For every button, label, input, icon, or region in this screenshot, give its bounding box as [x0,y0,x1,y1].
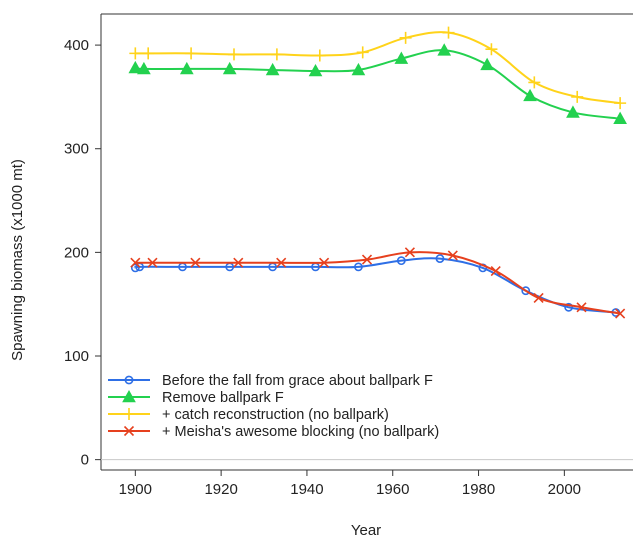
data-point [265,62,280,76]
series-line [133,257,616,314]
data-point [123,425,135,437]
data-point [576,302,587,313]
data-point [185,47,198,60]
legend-label: Remove ballpark F [162,390,284,406]
data-point [361,254,373,265]
x-axis-title: Year [351,522,381,539]
data-point [437,43,452,56]
series-line [135,251,621,315]
data-point [442,26,455,39]
data-point [447,250,458,261]
y-tick-label: 0 [81,452,89,469]
data-point [190,257,201,268]
y-tick-label: 400 [64,37,89,54]
legend-item: + Meisha's awesome blocking (no ballpark… [108,424,439,440]
data-point [129,47,142,60]
data-point [142,47,155,60]
y-tick-label: 300 [64,141,89,158]
legend-item: Before the fall from grace about ballpar… [108,373,433,389]
data-point [319,257,330,268]
data-point [122,389,136,403]
x-tick-label: 1920 [204,481,237,498]
data-point [179,61,194,75]
legend-item: Remove ballpark F [108,389,284,406]
data-point [313,49,326,62]
y-tick-label: 100 [64,348,89,365]
data-point [222,61,237,75]
plot-area: 0 100 200 300 400 1900 1920 1940 1960 1980 2000 [64,13,633,498]
data-point [228,48,240,61]
data-point [485,43,498,56]
data-point [614,97,627,110]
x-tick-label: 1960 [376,481,409,498]
series-4 [130,247,626,319]
data-point [435,254,445,263]
data-point [615,308,626,319]
data-point [490,265,501,277]
data-point [130,257,141,268]
data-point [354,262,363,272]
legend-label: Before the fall from grace about ballpar… [162,373,433,389]
data-point [351,62,366,76]
legend-label: + catch reconstruction (no ballpark) [162,407,389,423]
x-tick-label: 1900 [119,481,152,498]
y-axis-title: Spawning biomass (x1000 mt) [9,159,26,361]
data-point [396,256,406,266]
data-point [613,111,627,124]
data-point [528,76,541,89]
data-point [521,286,531,296]
data-point [480,57,494,71]
data-point [270,48,283,61]
data-point [124,375,134,385]
data-point [356,46,369,59]
data-point [571,90,584,103]
x-tick-label: 1940 [290,481,323,498]
data-point [399,31,412,44]
data-point [566,105,580,118]
legend-label: + Meisha's awesome blocking (no ballpark… [162,424,439,440]
series-layer [128,26,627,319]
data-point [233,257,244,268]
data-point [308,63,323,77]
data-point [276,257,287,268]
data-point [130,263,140,273]
legend: Before the fall from grace about ballpar… [108,373,439,440]
x-tick-label: 1980 [462,481,495,498]
data-point [123,408,135,420]
series-line [135,31,621,105]
x-tick-label: 2000 [548,481,581,498]
legend-item: + catch reconstruction (no ballpark) [108,407,389,423]
series-line [135,49,621,120]
data-point [533,292,544,304]
data-point [137,61,151,75]
data-point [564,302,574,312]
series-3 [129,26,627,110]
data-point [394,51,409,64]
data-point [147,257,158,268]
y-tick-label: 200 [64,244,89,261]
data-point [523,88,537,102]
series-1 [130,254,621,317]
series-2 [128,43,627,124]
data-point [404,247,415,258]
data-point [128,60,143,74]
